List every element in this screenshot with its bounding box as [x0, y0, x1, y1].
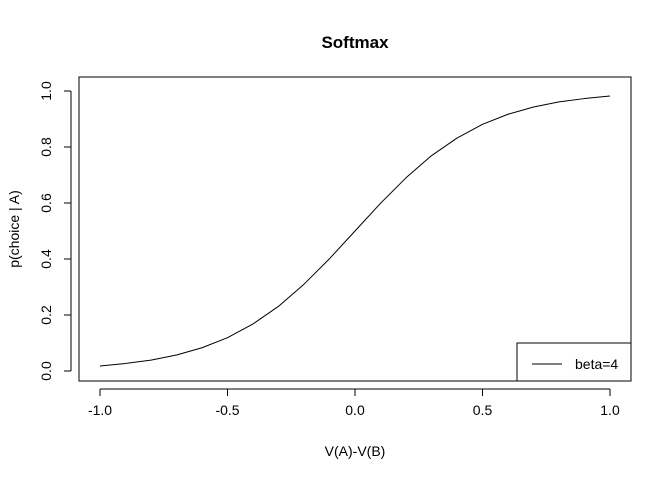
- y-tick-label: 0.2: [38, 305, 54, 325]
- series-layer: [99, 95, 611, 367]
- x-tick-label: 1.0: [600, 402, 620, 418]
- y-tick-label: 0.8: [38, 137, 54, 157]
- legend-series-label: beta=4: [575, 356, 618, 372]
- chart-title: Softmax: [321, 33, 389, 52]
- x-tick-label: -1.0: [88, 402, 112, 418]
- y-tick-label: 1.0: [38, 81, 54, 101]
- legend: beta=4: [516, 342, 632, 382]
- series-line-beta-4: [99, 95, 611, 367]
- x-tick-label: 0.0: [345, 402, 365, 418]
- x-tick-label: -0.5: [215, 402, 239, 418]
- x-axis: -1.0 -0.5 0.0 0.5 1.0: [88, 388, 620, 418]
- y-tick-label: 0.6: [38, 193, 54, 213]
- y-axis-label: p(choice | A): [6, 190, 22, 268]
- plot-area-border: [78, 76, 632, 382]
- x-axis-label: V(A)-V(B): [325, 443, 386, 459]
- legend-box: [516, 342, 632, 382]
- x-tick-label: 0.5: [473, 402, 493, 418]
- y-tick-label: 0.0: [38, 361, 54, 381]
- y-tick-label: 0.4: [38, 249, 54, 269]
- y-axis: 0.0 0.2 0.4 0.6 0.8 1.0: [38, 81, 72, 381]
